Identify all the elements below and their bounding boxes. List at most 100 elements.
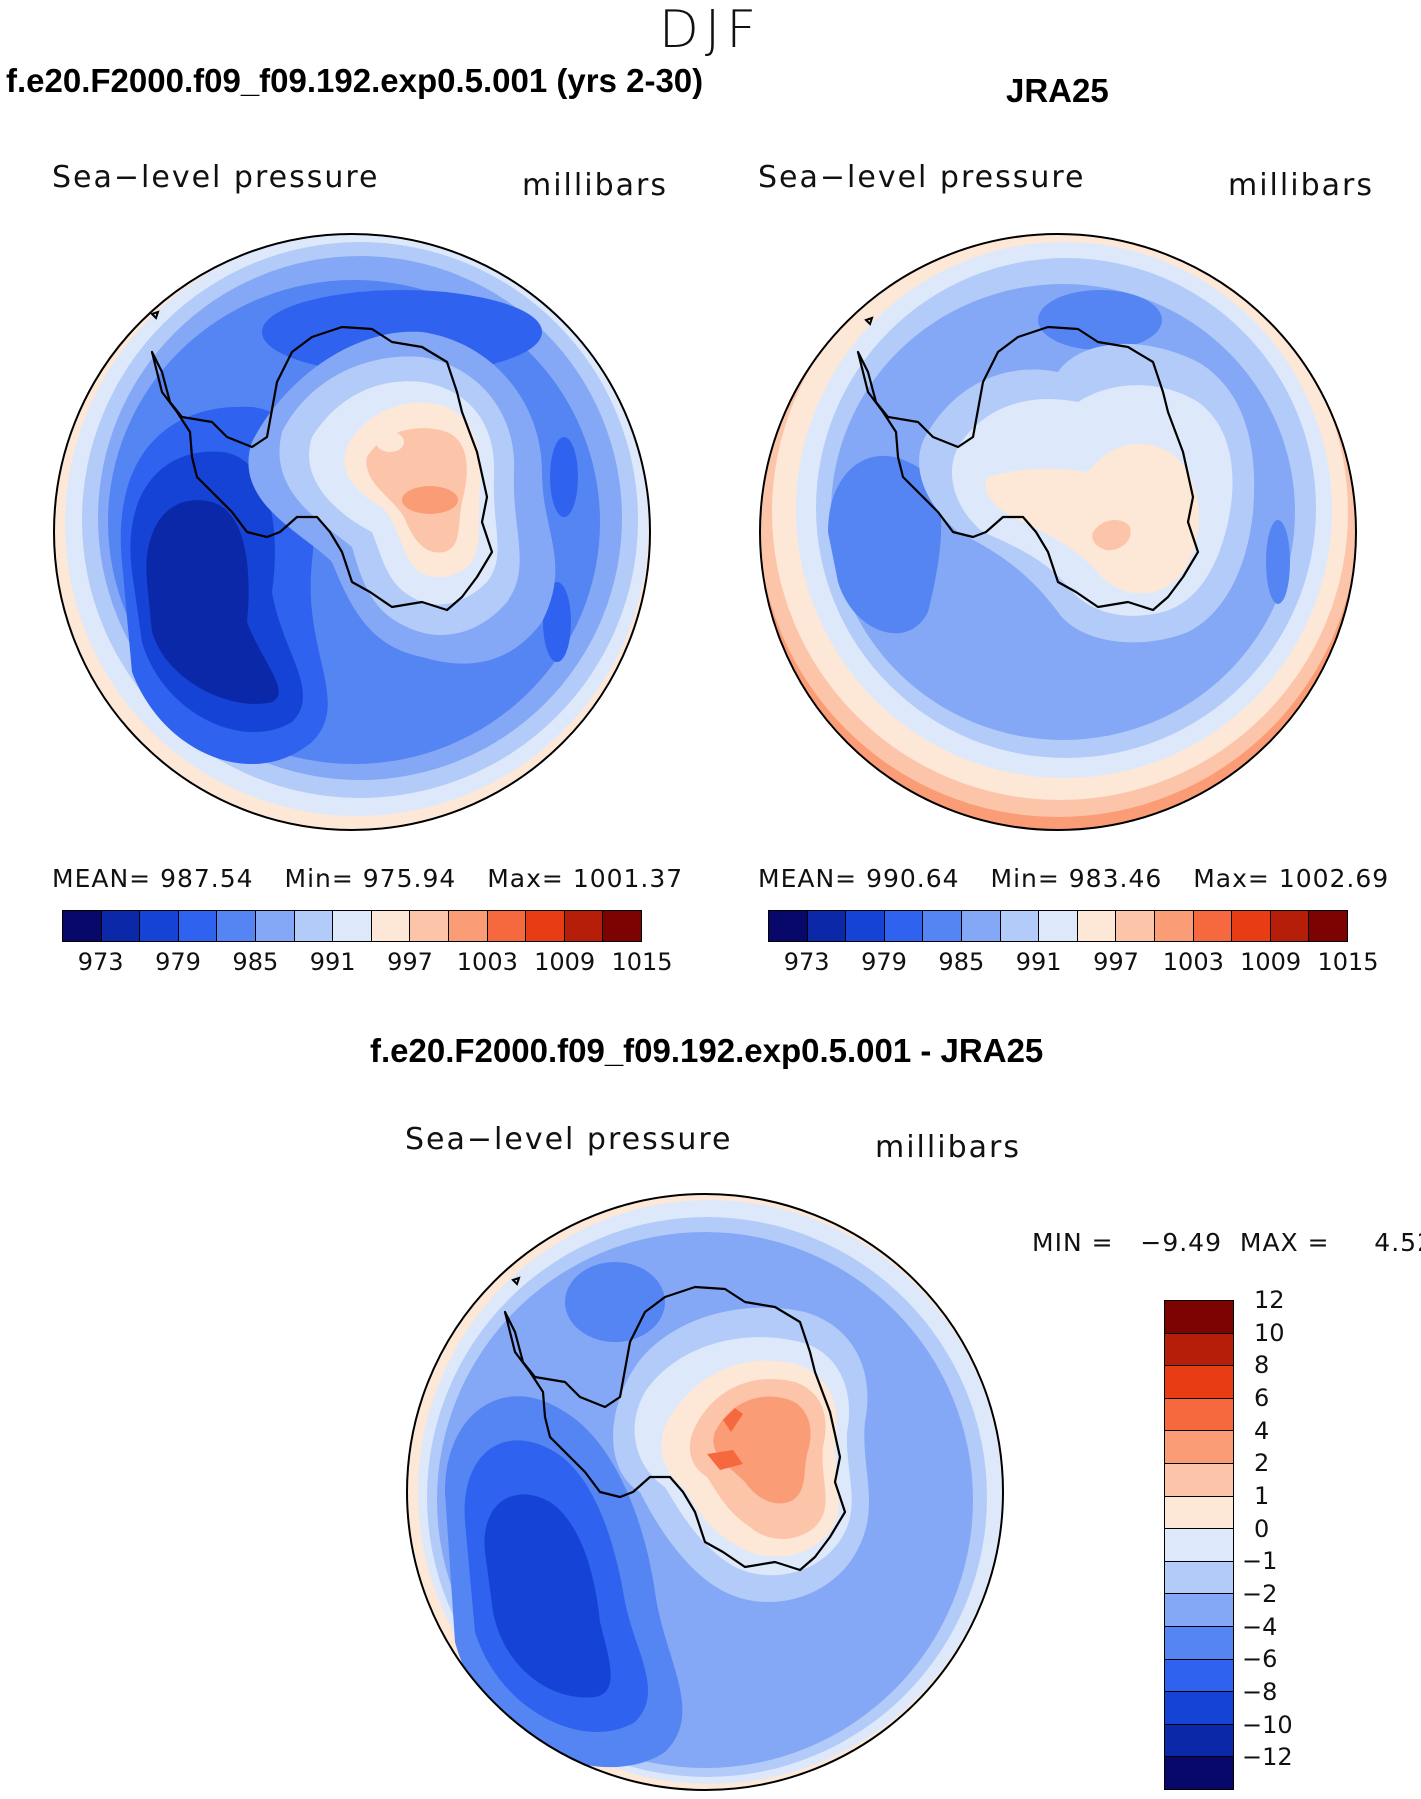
colorbar-tick-label: 1009 (534, 948, 596, 976)
colorbar-swatch (1309, 911, 1347, 941)
colorbar-swatch (884, 911, 924, 941)
season-title: DJF (658, 0, 763, 60)
colorbar-swatch (1165, 1659, 1233, 1693)
colorbar-tick-label: −6 (1242, 1645, 1278, 1674)
low-pressure-center (146, 500, 279, 704)
max-label: Max= (487, 864, 564, 893)
colorbar-swatch (178, 911, 218, 941)
colorbar-tick-label: 2 (1254, 1449, 1270, 1478)
colorbar-swatch (1039, 911, 1078, 941)
low-pressure-region (550, 437, 578, 517)
low-pressure-region (565, 1262, 665, 1342)
colorbar-swatch (923, 911, 962, 941)
colorbar-tick-label: 0 (1254, 1514, 1270, 1543)
antarctica-coastline (856, 325, 1200, 612)
colorbar-tick-label: 4 (1254, 1416, 1270, 1445)
colorbar-tick-label: 1015 (1317, 948, 1379, 976)
colorbar-swatch (101, 911, 141, 941)
colorbar-swatch (1165, 1724, 1233, 1758)
colorbar-swatch (1165, 1757, 1233, 1789)
high-pressure-region (1092, 520, 1131, 551)
model-units-label: millibars (522, 168, 668, 203)
colorbar-swatch (1193, 911, 1233, 941)
colorbar-swatch (1165, 1333, 1233, 1367)
high-pressure-center (723, 1408, 743, 1432)
colorbar-swatch (448, 911, 488, 941)
low-pressure-region (828, 455, 942, 634)
map-boundary (406, 1193, 1004, 1791)
colorbar-tick-label: 6 (1254, 1384, 1270, 1412)
low-pressure-center (484, 1494, 611, 1698)
model-field-label: Sea−level pressure (52, 160, 380, 195)
colorbar-tick-label: 979 (155, 948, 201, 976)
low-pressure-region (1266, 520, 1290, 604)
colorbar-swatch (1165, 1561, 1233, 1595)
colorbar-tick-label: 8 (1254, 1351, 1270, 1380)
max-value: 1002.69 (1278, 864, 1390, 893)
model-colorbar-ticks: 973 979 985 991 997 1003 1009 1015 (62, 948, 673, 978)
colorbar-tick-label: 1015 (611, 948, 673, 976)
colorbar-tick-label: −8 (1242, 1678, 1278, 1706)
colorbar-tick-label: 973 (77, 948, 124, 976)
mean-value: 987.54 (160, 864, 254, 893)
obs-polar-map (759, 233, 1357, 831)
island-outline (150, 310, 160, 320)
colorbar-tick-label: 12 (1254, 1286, 1285, 1314)
colorbar-swatch (526, 911, 565, 941)
colorbar-swatch (1270, 911, 1310, 941)
colorbar-swatch (140, 911, 179, 941)
colorbar-tick-label: 979 (861, 948, 907, 976)
colorbar-swatch (1077, 911, 1117, 941)
colorbar-swatch (1232, 911, 1271, 941)
colorbar-tick-label: −2 (1242, 1580, 1278, 1608)
high-pressure-core (713, 1396, 811, 1504)
high-pressure-patch (376, 432, 404, 452)
map-boundary (53, 233, 651, 831)
colorbar-swatch (1165, 1398, 1233, 1432)
colorbar-tick-label: 973 (783, 948, 830, 976)
colorbar-swatch (603, 911, 641, 941)
colorbar-tick-label: −1 (1242, 1547, 1278, 1576)
model-polar-map (53, 233, 651, 831)
obs-stats: MEAN= 990.64 Min= 983.46 Max= 1002.69 (758, 864, 1389, 893)
colorbar-tick-label: 1009 (1240, 948, 1302, 976)
colorbar-tick-label: 991 (1015, 948, 1062, 976)
colorbar-swatch (371, 911, 411, 941)
model-stats: MEAN= 987.54 Min= 975.94 Max= 1001.37 (52, 864, 683, 893)
diff-field-label: Sea−level pressure (405, 1122, 733, 1157)
colorbar-tick-label: −10 (1242, 1710, 1293, 1739)
colorbar-tick-label: 991 (309, 948, 356, 976)
colorbar-swatch (1165, 1366, 1233, 1399)
colorbar-swatch (63, 911, 102, 941)
colorbar-swatch (769, 911, 808, 941)
colorbar-swatch (217, 911, 256, 941)
min-value: 975.94 (362, 864, 457, 893)
diff-minmax: MIN = −9.49 MAX = 4.52 (1032, 1228, 1421, 1257)
colorbar-tick-label: 10 (1254, 1318, 1285, 1347)
colorbar-swatch (1165, 1496, 1233, 1530)
model-panel-title: f.e20.F2000.f09_f09.192.exp0.5.001 (yrs … (6, 62, 704, 99)
ice-sheet-band (985, 443, 1199, 594)
max-value: 1001.37 (572, 864, 684, 893)
island-outline (864, 316, 874, 326)
colorbar-swatch (1165, 1464, 1233, 1497)
obs-field-label: Sea−level pressure (758, 160, 1086, 195)
diff-polar-map (406, 1193, 1004, 1791)
min-label: Min= (990, 864, 1060, 893)
diff-panel-title: f.e20.F2000.f09_f09.192.exp0.5.001 - JRA… (370, 1032, 1044, 1069)
mean-label: MEAN= (758, 864, 858, 893)
high-pressure-center (707, 1450, 743, 1470)
min-label: Min= (284, 864, 354, 893)
colorbar-swatch (255, 911, 295, 941)
low-pressure-region (1038, 290, 1162, 350)
colorbar-tick-label: 1003 (456, 948, 518, 976)
mean-label: MEAN= (52, 864, 152, 893)
colorbar-swatch (294, 911, 334, 941)
antarctica-coastline (150, 325, 494, 612)
model-colorbar (62, 910, 642, 942)
diff-units-label: millibars (875, 1130, 1021, 1165)
diff-colorbar-ticks: −12 −10 −8 −6 −4 −2 −1 0 1 2 4 6 8 10 12 (1242, 1286, 1312, 1790)
colorbar-tick-label: −12 (1242, 1743, 1293, 1772)
colorbar-tick-label: 985 (938, 948, 985, 976)
colorbar-tick-label: 1003 (1162, 948, 1224, 976)
